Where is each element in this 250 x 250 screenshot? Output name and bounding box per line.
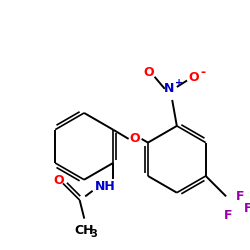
Text: -: -: [200, 66, 205, 79]
Text: O: O: [188, 71, 199, 84]
Text: O: O: [53, 174, 64, 187]
Text: F: F: [236, 190, 244, 203]
Text: F: F: [244, 202, 250, 215]
Text: O: O: [130, 132, 140, 145]
Text: O: O: [144, 66, 154, 79]
Text: F: F: [224, 209, 232, 222]
Text: NH: NH: [95, 180, 116, 193]
Text: N: N: [164, 82, 174, 95]
Text: CH: CH: [74, 224, 94, 237]
Text: +: +: [174, 78, 183, 88]
Text: 3: 3: [90, 230, 97, 239]
